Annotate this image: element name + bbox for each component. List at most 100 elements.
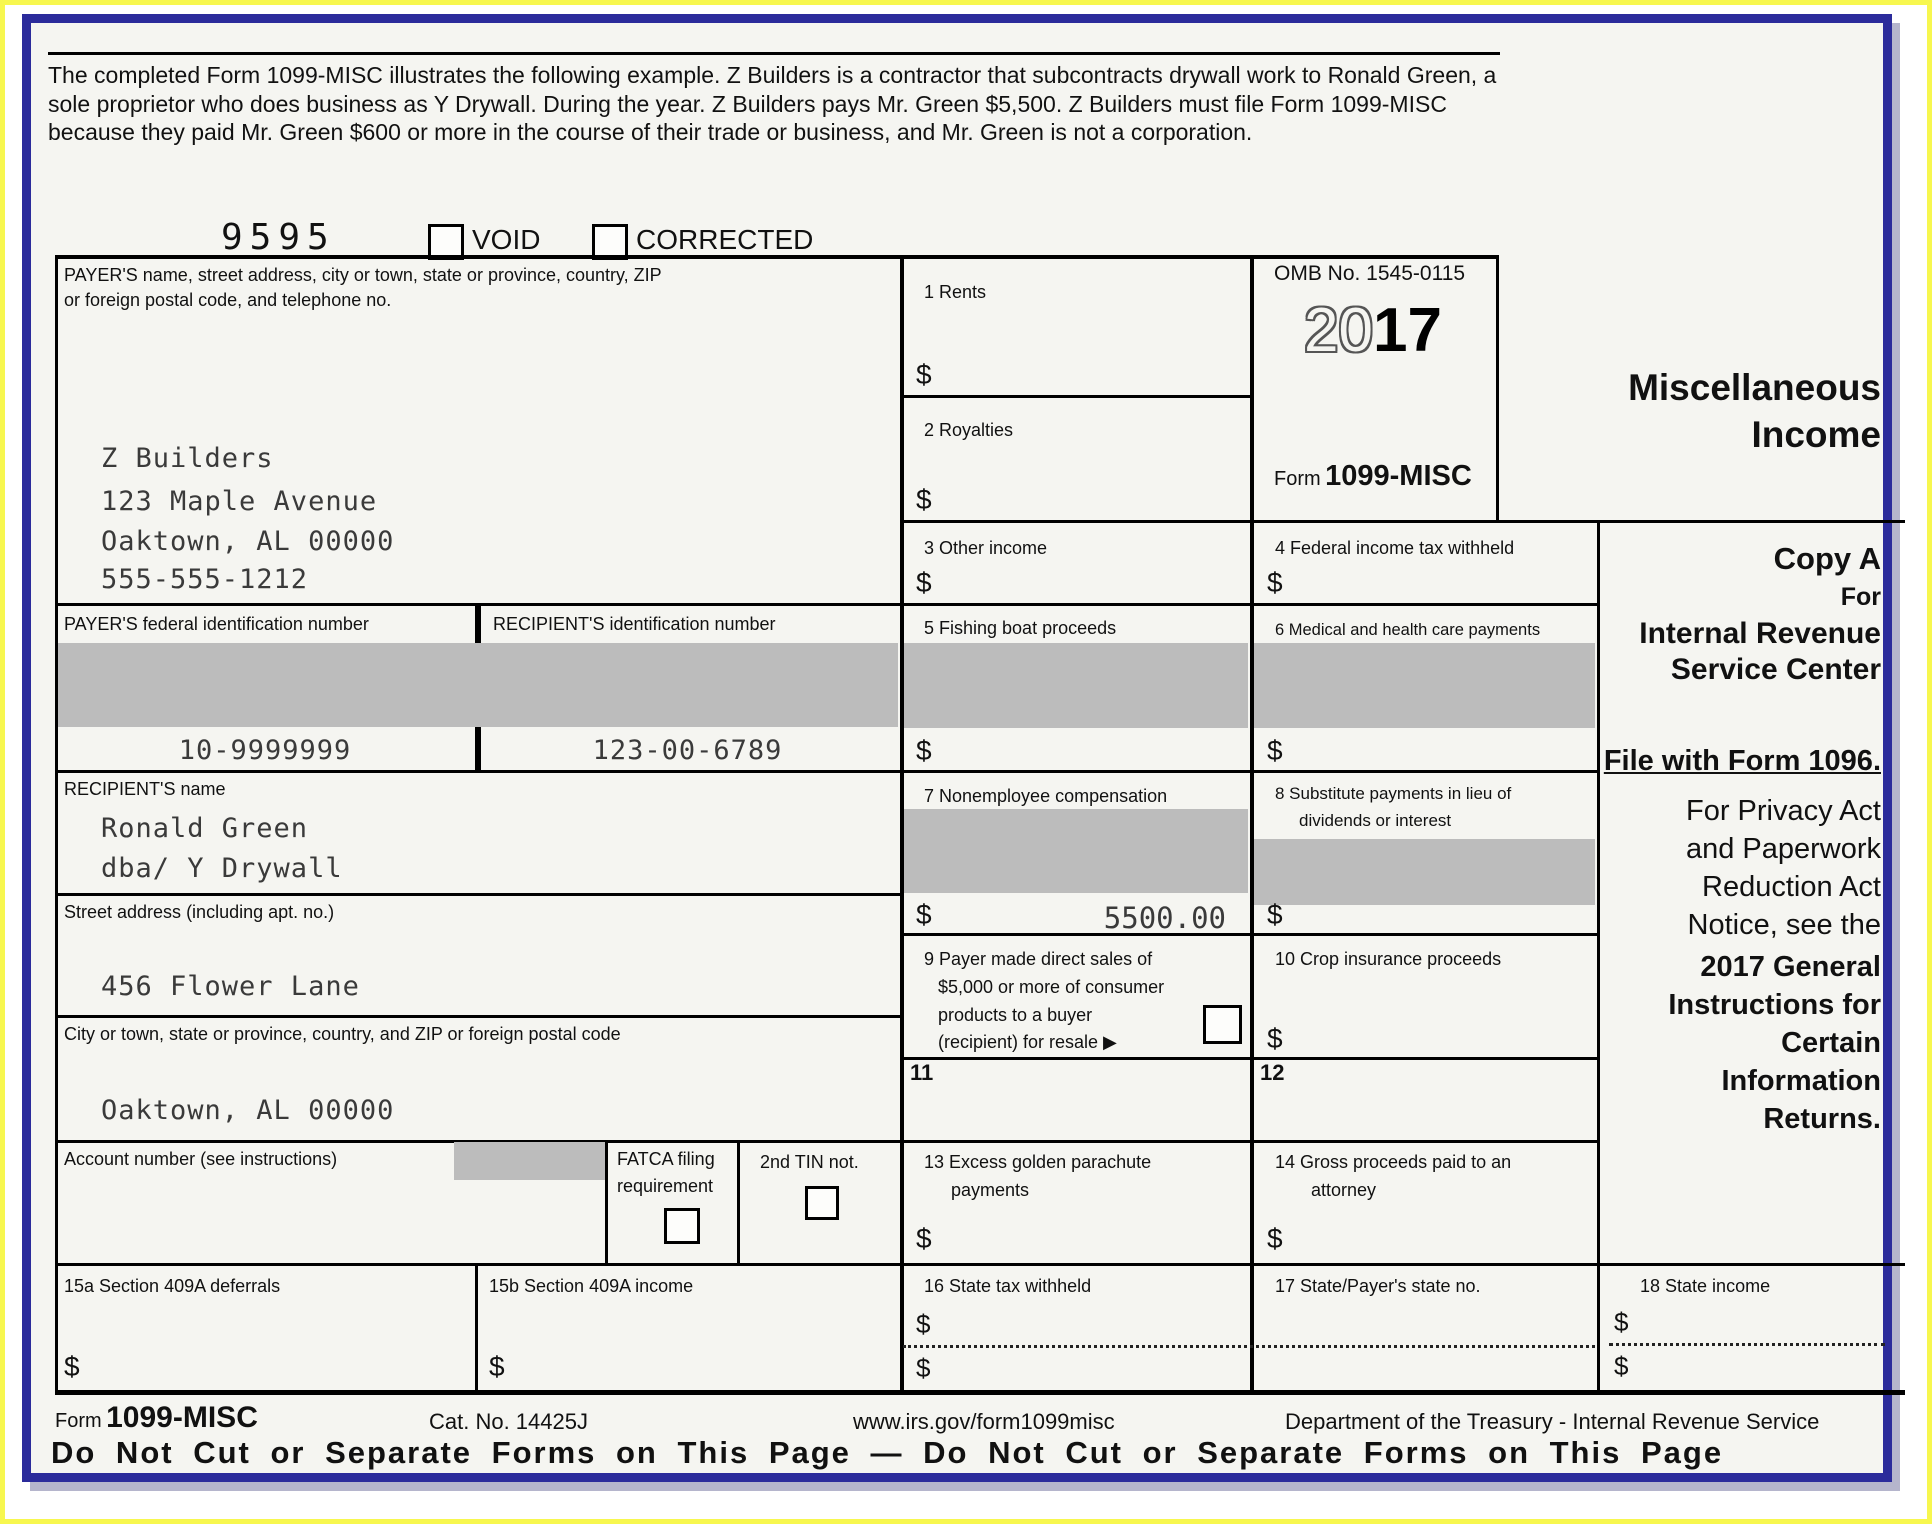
do-not-cut-banner: Do Not Cut or Separate Forms on This Pag… bbox=[51, 1435, 1724, 1470]
box18-dollar-2: $ bbox=[1614, 1351, 1629, 1381]
form-word: Form bbox=[1274, 468, 1321, 490]
recipient-name-value[interactable]: Ronald Green bbox=[101, 813, 309, 844]
divider bbox=[55, 1140, 1597, 1143]
privacy-line2: and Paperwork bbox=[1685, 833, 1881, 865]
entry-shade bbox=[904, 643, 1248, 728]
treasury-dept-label: Department of the Treasury - Internal Re… bbox=[1285, 1409, 1820, 1434]
divider bbox=[55, 255, 58, 1392]
divider bbox=[55, 255, 1496, 259]
privacy-bold-line3: Certain bbox=[1781, 1027, 1881, 1059]
entry-dotted-line bbox=[903, 1345, 1595, 1348]
fatca-checkbox[interactable] bbox=[664, 1208, 700, 1244]
recipient-street-value[interactable]: 456 Flower Lane bbox=[101, 971, 360, 1002]
divider bbox=[900, 933, 1597, 936]
box9-label-line2: $5,000 or more of consumer bbox=[938, 977, 1165, 997]
box14-label-line1: 14 Gross proceeds paid to an bbox=[1275, 1152, 1512, 1172]
corrected-label: CORRECTED bbox=[636, 224, 814, 255]
payer-name-value[interactable]: Z Builders bbox=[101, 443, 274, 474]
recipient-name-label: RECIPIENT'S name bbox=[64, 779, 226, 799]
box17-label: 17 State/Payer's state no. bbox=[1275, 1276, 1481, 1296]
divider bbox=[55, 1015, 900, 1018]
account-number-label: Account number (see instructions) bbox=[64, 1149, 338, 1169]
privacy-line3: Reduction Act bbox=[1702, 871, 1881, 903]
box9-checkbox[interactable] bbox=[1203, 1005, 1242, 1044]
box9-label-line4: (recipient) for resale ▶ bbox=[938, 1032, 1117, 1052]
divider bbox=[55, 1263, 1905, 1266]
irs-url: www.irs.gov/form1099misc bbox=[853, 1409, 1115, 1434]
box9-label-line3: products to a buyer bbox=[938, 1005, 1093, 1025]
divider bbox=[475, 1263, 478, 1390]
box13-label-line2: payments bbox=[951, 1180, 1030, 1200]
entry-shade bbox=[454, 1142, 605, 1180]
recipient-id-value[interactable]: 123-00-6789 bbox=[592, 735, 783, 766]
print-code: 9595 bbox=[221, 217, 336, 258]
box16-dollar-2: $ bbox=[916, 1353, 931, 1383]
box3-label: 3 Other income bbox=[924, 538, 1048, 558]
privacy-line4: Notice, see the bbox=[1687, 909, 1881, 941]
box5-label: 5 Fishing boat proceeds bbox=[924, 618, 1117, 638]
box18-label: 18 State income bbox=[1640, 1276, 1771, 1296]
box8-dollar: $ bbox=[1267, 899, 1283, 930]
second-tin-checkbox[interactable] bbox=[805, 1186, 839, 1220]
divider bbox=[1250, 255, 1254, 1390]
box18-dollar-1: $ bbox=[1614, 1307, 1629, 1337]
divider bbox=[55, 603, 1597, 606]
payer-phone-value[interactable]: 555-555-1212 bbox=[101, 564, 309, 595]
header-rule bbox=[48, 52, 1500, 55]
privacy-bold-line5: Returns. bbox=[1763, 1103, 1881, 1135]
box7-label: 7 Nonemployee compensation bbox=[924, 786, 1168, 806]
recipient-street-label: Street address (including apt. no.) bbox=[64, 902, 335, 922]
privacy-bold-line1: 2017 General bbox=[1700, 951, 1881, 983]
box12-number: 12 bbox=[1254, 1060, 1301, 1095]
divider bbox=[1496, 255, 1499, 521]
tax-year: 2017 bbox=[1250, 295, 1496, 366]
box16-dollar-1: $ bbox=[916, 1309, 931, 1339]
box4-label: 4 Federal income tax withheld bbox=[1275, 538, 1515, 558]
box7-dollar: $ bbox=[916, 899, 932, 930]
corrected-checkbox[interactable] bbox=[592, 224, 628, 260]
recipient-id-label: RECIPIENT'S identification number bbox=[493, 614, 776, 634]
box14-dollar: $ bbox=[1267, 1223, 1283, 1254]
box6-dollar: $ bbox=[1267, 735, 1283, 766]
payer-street-value[interactable]: 123 Maple Avenue bbox=[101, 486, 378, 517]
payer-label-line1: PAYER'S name, street address, city or to… bbox=[64, 265, 662, 285]
entry-shade bbox=[1254, 839, 1595, 905]
divider bbox=[1597, 520, 1600, 1392]
void-label: VOID bbox=[472, 224, 541, 255]
recipient-dba-value[interactable]: dba/ Y Drywall bbox=[101, 853, 343, 884]
irs-center-line1: Internal Revenue bbox=[1639, 617, 1881, 650]
divider bbox=[900, 1057, 1597, 1060]
fatca-label-line2: requirement bbox=[617, 1176, 714, 1196]
box1-dollar: $ bbox=[916, 359, 932, 390]
box1-label: 1 Rents bbox=[924, 282, 987, 302]
tax-year-solid-digits: 17 bbox=[1373, 296, 1442, 365]
box15b-label: 15b Section 409A income bbox=[489, 1276, 694, 1296]
entry-shade bbox=[58, 643, 898, 727]
privacy-line1: For Privacy Act bbox=[1686, 795, 1881, 827]
divider bbox=[737, 1140, 740, 1263]
payer-fed-id-label: PAYER'S federal identification number bbox=[64, 614, 369, 634]
file-with-1096: File with Form 1096. bbox=[1603, 745, 1881, 777]
recipient-city-value[interactable]: Oaktown, AL 00000 bbox=[101, 1095, 395, 1126]
box13-dollar: $ bbox=[916, 1223, 932, 1254]
payer-fed-id-value[interactable]: 10-9999999 bbox=[178, 735, 352, 766]
payer-city-value[interactable]: Oaktown, AL 00000 bbox=[101, 526, 395, 557]
copy-a-for: For bbox=[1840, 583, 1881, 611]
footer-form-number-text: 1099-MISC bbox=[106, 1401, 258, 1434]
box2-dollar: $ bbox=[916, 484, 932, 515]
box10-dollar: $ bbox=[1267, 1023, 1283, 1054]
divider bbox=[55, 1390, 1905, 1395]
form-1099-misc-page: The completed Form 1099-MISC illustrates… bbox=[22, 14, 1905, 1482]
recipient-city-label: City or town, state or province, country… bbox=[64, 1024, 621, 1044]
fatca-label-line1: FATCA filing bbox=[617, 1149, 715, 1169]
box3-dollar: $ bbox=[916, 567, 932, 598]
box8-label-line1: 8 Substitute payments in lieu of bbox=[1275, 784, 1512, 803]
box5-dollar: $ bbox=[916, 735, 932, 766]
divider bbox=[900, 395, 1250, 398]
divider bbox=[55, 893, 900, 896]
box7-amount-value[interactable]: 5500.00 bbox=[1103, 901, 1226, 935]
omb-number: OMB No. 1545-0115 bbox=[1274, 262, 1466, 285]
box11-number: 11 bbox=[904, 1060, 951, 1095]
catalog-number: Cat. No. 14425J bbox=[429, 1409, 588, 1434]
form-title-line2: Income bbox=[1751, 414, 1881, 455]
